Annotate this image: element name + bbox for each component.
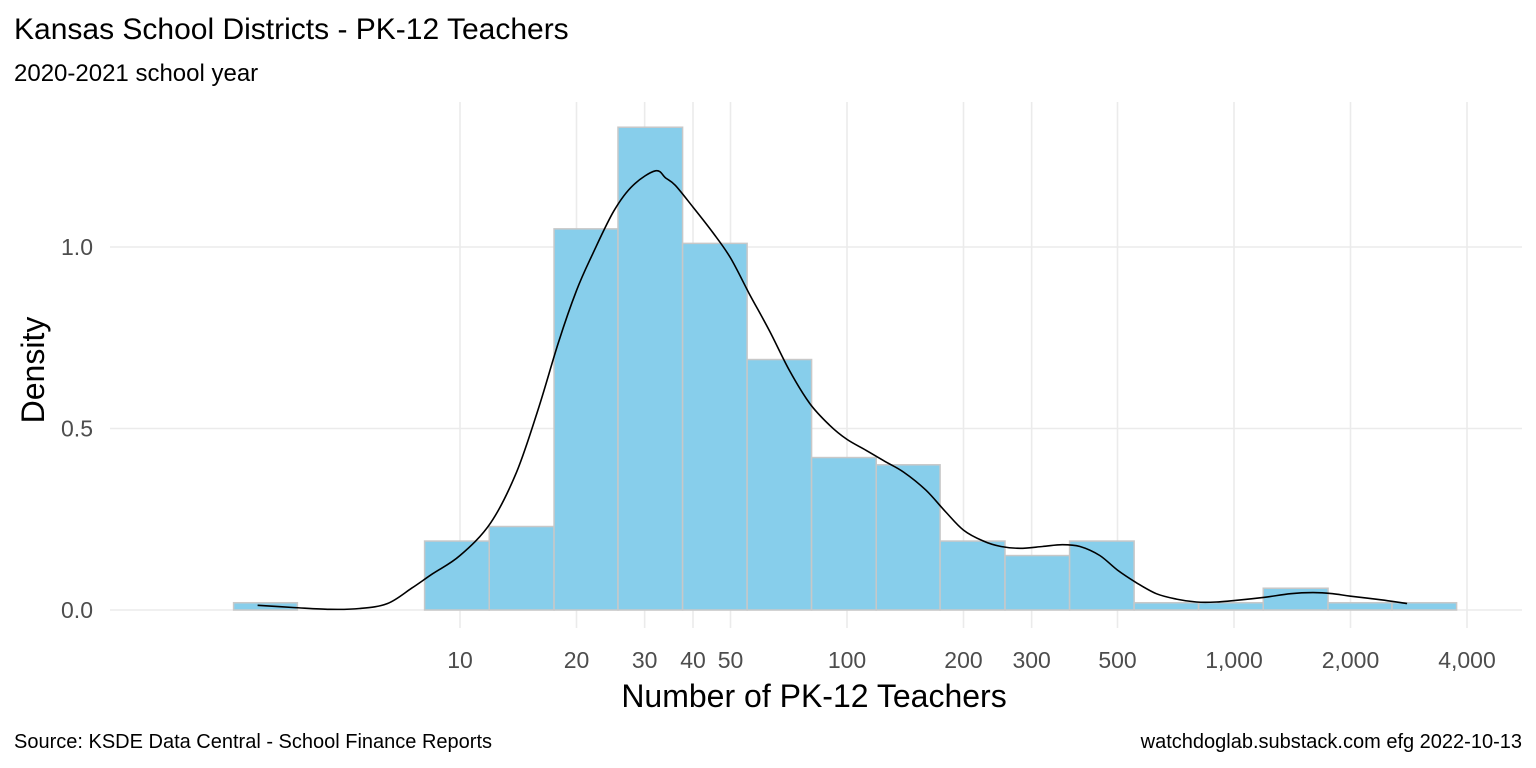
y-axis-title: Density [15, 317, 51, 424]
x-tick-label: 10 [447, 647, 473, 673]
x-axis-title: Number of PK-12 Teachers [621, 678, 1006, 714]
histogram-bar [488, 525, 555, 611]
x-tick-label: 40 [680, 647, 706, 673]
x-tick-label: 100 [828, 647, 866, 673]
source-caption: Source: KSDE Data Central - School Finan… [14, 731, 492, 753]
chart-subtitle: 2020-2021 school year [14, 60, 259, 87]
histogram-bar [1197, 601, 1264, 611]
histogram-bar [423, 540, 490, 611]
histogram-bar [553, 228, 619, 611]
x-tick-label: 2,000 [1322, 647, 1380, 673]
x-tick-label: 30 [632, 647, 658, 673]
chart-title: Kansas School Districts - PK-12 Teachers [14, 13, 569, 46]
histogram-bar [810, 456, 877, 611]
histogram-bar [1327, 601, 1393, 611]
x-tick-label: 200 [944, 647, 982, 673]
histogram-bar [1004, 554, 1071, 611]
histogram-bar [746, 358, 813, 611]
histogram-bar [1068, 540, 1135, 611]
y-tick-label: 0.0 [61, 597, 93, 623]
density-curve [257, 169, 1408, 611]
y-tick-label: 0.5 [61, 416, 93, 442]
x-tick-label: 50 [718, 647, 744, 673]
histogram-bar [1391, 601, 1458, 611]
x-tick-label: 300 [1012, 647, 1050, 673]
histogram-bar [681, 242, 748, 611]
x-tick-label: 4,000 [1438, 647, 1496, 673]
histogram-bars [232, 126, 1458, 611]
histogram-bar [617, 126, 684, 611]
x-tick-label: 20 [564, 647, 590, 673]
histogram-bar [875, 464, 941, 611]
credit-caption: watchdoglab.substack.com efg 2022-10-13 [1140, 731, 1522, 753]
x-tick-label: 500 [1098, 647, 1136, 673]
x-tick-labels: 10 20 30 40 50 100 200 300 500 1,000 2,000 4,000 [447, 647, 1496, 673]
histogram-bar [939, 540, 1006, 611]
histogram-bar [1133, 601, 1200, 611]
y-tick-label: 1.0 [61, 234, 93, 260]
y-tick-labels: 0.0 0.5 1.0 [61, 234, 93, 623]
x-tick-label: 1,000 [1205, 647, 1263, 673]
histogram-bar [1262, 587, 1329, 611]
